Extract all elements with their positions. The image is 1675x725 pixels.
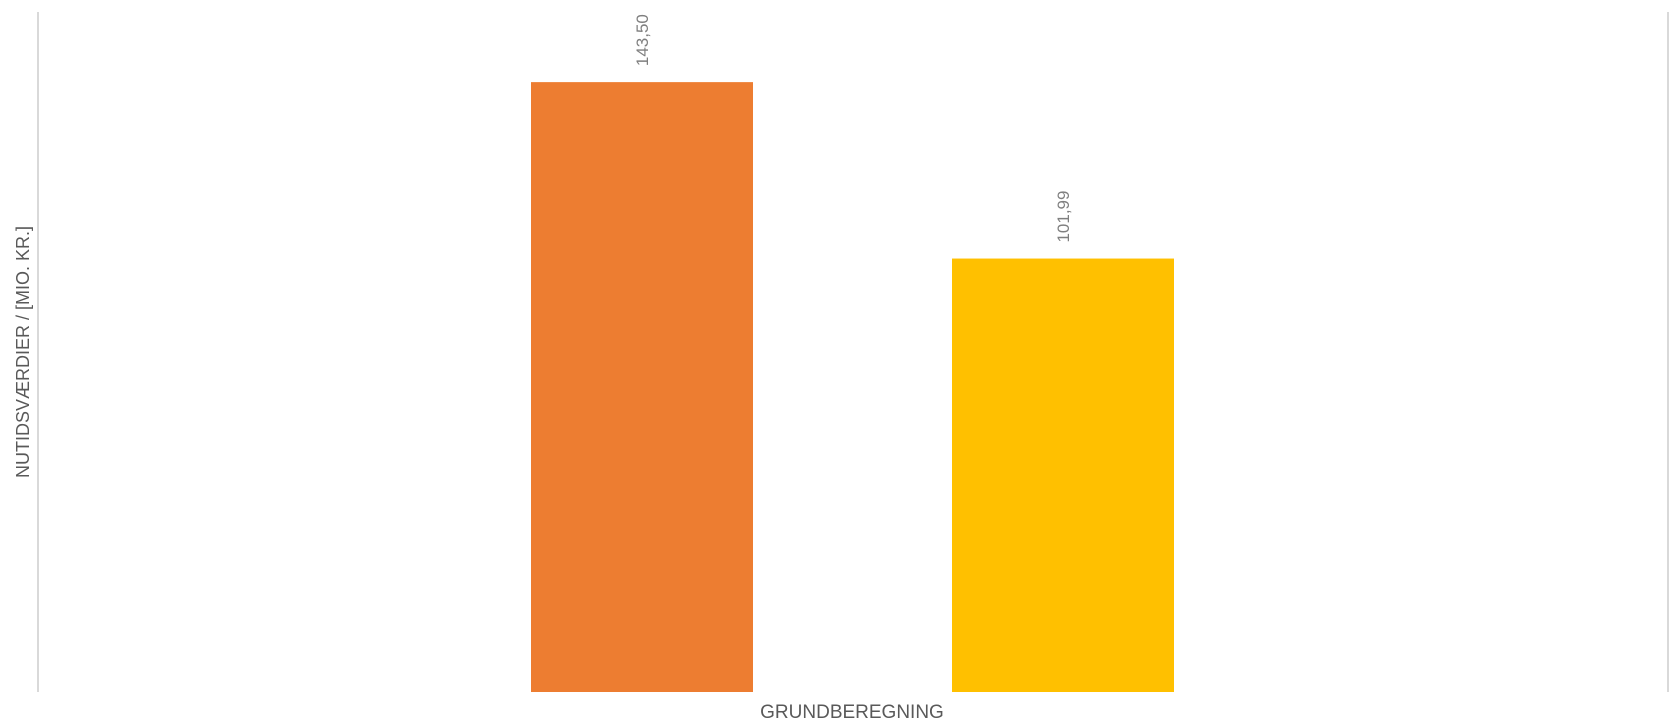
- bar-2: [952, 258, 1174, 692]
- data-label-2: 101,99: [1054, 191, 1073, 243]
- bars-group: [531, 82, 1174, 692]
- x-category-label: GRUNDBEREGNING: [760, 702, 944, 723]
- y-axis-label: NUTIDSVÆRDIER / [MIO. KR.]: [13, 226, 33, 478]
- data-labels-group: 143,50 101,99: [633, 14, 1073, 242]
- bar-1: [531, 82, 753, 692]
- data-label-1: 143,50: [633, 14, 652, 66]
